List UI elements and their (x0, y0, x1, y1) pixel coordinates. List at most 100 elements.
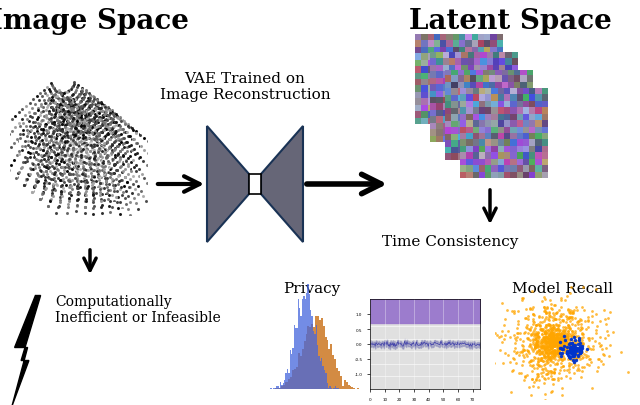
Point (575, 316, 586, 323)
Point (559, 343, 570, 350)
Point (570, 356, 580, 362)
Point (600, 335, 610, 341)
Point (557, 331, 568, 338)
Point (561, 345, 571, 352)
Point (547, 324, 557, 330)
Point (570, 351, 580, 357)
Point (532, 330, 543, 337)
Point (573, 337, 584, 344)
Point (549, 347, 559, 354)
Point (546, 335, 556, 341)
Point (547, 337, 557, 343)
Point (525, 324, 536, 330)
Point (539, 304, 549, 310)
Point (540, 376, 550, 383)
Point (561, 315, 572, 322)
Point (523, 335, 533, 341)
Point (518, 330, 529, 337)
Point (537, 373, 547, 380)
Point (546, 358, 556, 364)
Point (522, 322, 532, 328)
Point (559, 333, 570, 339)
Point (568, 357, 578, 363)
Point (544, 332, 554, 338)
Point (543, 355, 553, 361)
Point (541, 360, 552, 367)
Point (547, 347, 557, 354)
Point (545, 337, 556, 343)
Point (546, 353, 556, 360)
Point (596, 358, 607, 364)
Point (520, 373, 531, 380)
Point (564, 341, 575, 348)
Point (550, 337, 561, 343)
Point (516, 370, 526, 377)
Point (543, 347, 554, 353)
Point (561, 350, 572, 357)
Point (525, 306, 535, 312)
Point (564, 349, 574, 355)
Point (556, 304, 566, 310)
Bar (288, 373, 289, 389)
Point (553, 377, 563, 384)
Point (557, 318, 568, 324)
Point (552, 331, 563, 337)
Point (532, 337, 542, 344)
Point (537, 366, 547, 372)
Point (552, 349, 563, 356)
Point (537, 355, 547, 362)
Point (591, 327, 601, 334)
Point (537, 314, 547, 321)
Point (568, 344, 578, 350)
Point (565, 341, 575, 347)
Point (599, 307, 609, 313)
Point (538, 334, 548, 341)
Point (531, 376, 541, 383)
Point (533, 321, 543, 328)
Point (539, 339, 549, 346)
Point (551, 338, 561, 344)
Bar (308, 295, 310, 389)
Point (570, 334, 580, 340)
Point (548, 336, 558, 342)
Point (541, 345, 552, 352)
Point (550, 334, 561, 341)
Point (555, 356, 565, 362)
Point (497, 301, 508, 307)
Point (520, 315, 531, 322)
Point (577, 349, 588, 356)
Point (550, 338, 560, 345)
Point (526, 344, 536, 350)
Bar (301, 349, 303, 389)
Point (532, 339, 542, 345)
Point (548, 354, 559, 360)
Point (511, 360, 521, 366)
Point (564, 318, 575, 324)
Point (514, 352, 524, 358)
Point (575, 340, 586, 347)
Point (557, 341, 567, 347)
Point (540, 347, 550, 353)
Point (545, 333, 556, 339)
Point (543, 336, 554, 343)
Point (528, 311, 538, 318)
Point (554, 339, 564, 346)
Point (540, 294, 550, 301)
Point (532, 339, 542, 346)
Point (575, 317, 586, 323)
Point (537, 327, 547, 334)
Point (550, 356, 560, 362)
Point (510, 345, 520, 351)
Point (593, 340, 604, 346)
Point (542, 344, 552, 350)
Point (550, 310, 561, 317)
Point (563, 360, 573, 367)
Point (549, 302, 559, 308)
Point (536, 355, 547, 362)
Point (573, 364, 583, 371)
Point (548, 340, 558, 346)
Point (522, 348, 532, 354)
Point (493, 334, 504, 340)
Point (554, 338, 564, 345)
Point (591, 330, 601, 336)
